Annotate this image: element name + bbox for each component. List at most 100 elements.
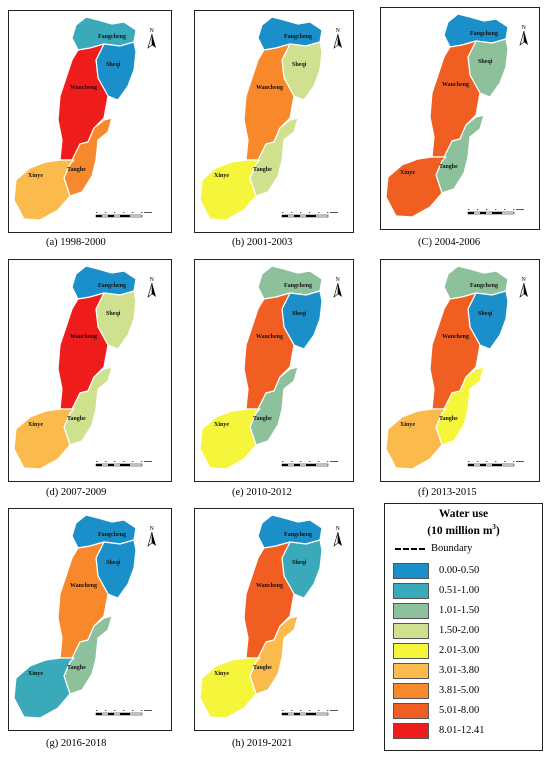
north-arrow-icon: N <box>333 526 342 547</box>
region-label-fangcheng: Fangcheng <box>284 283 312 289</box>
region-xinye <box>13 408 75 470</box>
legend-item: 5.01-8.00 <box>393 702 479 719</box>
caption-b: (b) 2001-2003 <box>232 237 293 248</box>
north-label: N <box>522 25 527 31</box>
map-a: Fangcheng Sheqi Wancheng Tanghe Xinye N <box>13 16 156 221</box>
region-label-xinye: Xinye <box>28 173 43 179</box>
region-xinye <box>199 408 261 470</box>
legend-title-line1: Water use <box>438 508 489 520</box>
caption-a: (a) 1998-2000 <box>46 237 106 248</box>
region-label-wancheng: Wancheng <box>70 334 97 340</box>
legend-item-label: 0.51-1.00 <box>439 585 480 596</box>
region-label-xinye: Xinye <box>214 173 229 179</box>
legend-unit-text: (10 million m <box>427 524 493 537</box>
region-label-tanghe: Tanghe <box>439 164 458 170</box>
region-label-fangcheng: Fangcheng <box>470 283 498 289</box>
north-label: N <box>336 277 341 283</box>
legend-swatch <box>393 702 429 719</box>
legend-boundary-row: Boundary <box>393 540 472 557</box>
region-label-sheqi: Sheqi <box>106 311 121 317</box>
region-label-wancheng: Wancheng <box>442 334 469 340</box>
region-xinye <box>199 159 261 221</box>
region-label-sheqi: Sheqi <box>106 62 121 68</box>
legend-item: 0.51-1.00 <box>393 582 479 599</box>
scale-bar <box>95 461 152 467</box>
region-label-fangcheng: Fangcheng <box>284 532 312 538</box>
north-arrow-icon: N <box>519 25 528 46</box>
caption-e: (e) 2010-2012 <box>232 487 292 498</box>
legend-item-label: 3.81-5.00 <box>439 685 480 696</box>
legend-swatch <box>393 662 429 679</box>
region-label-fangcheng: Fangcheng <box>98 283 126 289</box>
region-xinye <box>385 408 447 470</box>
region-label-tanghe: Tanghe <box>253 416 272 422</box>
map-b: Fangcheng Sheqi Wancheng Tanghe Xinye N <box>199 16 342 221</box>
region-label-wancheng: Wancheng <box>442 82 469 88</box>
region-label-xinye: Xinye <box>214 422 229 428</box>
region-label-wancheng: Wancheng <box>256 334 283 340</box>
legend-item: 8.01-12.41 <box>393 722 485 739</box>
north-label: N <box>150 526 155 532</box>
region-label-fangcheng: Fangcheng <box>98 532 126 538</box>
region-xinye <box>385 156 447 218</box>
boundary-line-icon <box>395 547 425 550</box>
region-xinye <box>199 657 261 719</box>
region-label-tanghe: Tanghe <box>67 665 86 671</box>
north-arrow-icon: N <box>333 28 342 49</box>
legend-item: 1.50-2.00 <box>393 622 479 639</box>
region-label-xinye: Xinye <box>28 422 43 428</box>
legend-item: 2.01-3.00 <box>393 642 479 659</box>
region-label-xinye: Xinye <box>28 671 43 677</box>
region-label-xinye: Xinye <box>400 170 415 176</box>
region-xinye <box>13 657 75 719</box>
legend-swatch <box>393 622 429 639</box>
scale-bar <box>281 461 338 467</box>
north-arrow-icon: N <box>147 526 156 547</box>
north-label: N <box>336 526 341 532</box>
legend-swatch <box>393 602 429 619</box>
region-label-xinye: Xinye <box>214 671 229 677</box>
legend-item: 3.01-3.80 <box>393 662 479 679</box>
map-g: Fangcheng Sheqi Wancheng Tanghe Xinye N <box>13 514 156 719</box>
region-label-sheqi: Sheqi <box>292 62 307 68</box>
legend: Water use (10 million m3) Boundary 0.00-… <box>384 503 543 751</box>
legend-item: 0.00-0.50 <box>393 562 479 579</box>
legend-item: 1.01-1.50 <box>393 602 479 619</box>
scale-bar <box>467 209 524 215</box>
region-label-tanghe: Tanghe <box>439 416 458 422</box>
legend-title-line2: (10 million m3) <box>385 523 542 537</box>
legend-boundary-label: Boundary <box>431 543 473 554</box>
map-d: Fangcheng Sheqi Wancheng Tanghe Xinye N <box>13 265 156 470</box>
legend-swatch <box>393 562 429 579</box>
region-label-wancheng: Wancheng <box>70 583 97 589</box>
region-label-wancheng: Wancheng <box>256 85 283 91</box>
region-label-tanghe: Tanghe <box>253 167 272 173</box>
north-arrow-icon: N <box>147 28 156 49</box>
legend-swatch <box>393 582 429 599</box>
region-label-wancheng: Wancheng <box>256 583 283 589</box>
legend-item-label: 0.00-0.50 <box>439 565 480 576</box>
legend-item: 3.81-5.00 <box>393 682 479 699</box>
legend-swatch <box>393 682 429 699</box>
scale-bar <box>281 212 338 218</box>
legend-swatch <box>393 722 429 739</box>
caption-d: (d) 2007-2009 <box>46 487 107 498</box>
legend-item-label: 3.01-3.80 <box>439 665 480 676</box>
north-label: N <box>150 28 155 34</box>
map-e: Fangcheng Sheqi Wancheng Tanghe Xinye N <box>199 265 342 470</box>
map-h: Fangcheng Sheqi Wancheng Tanghe Xinye N <box>199 514 342 719</box>
region-label-sheqi: Sheqi <box>292 560 307 566</box>
north-arrow-icon: N <box>519 277 528 298</box>
north-arrow-icon: N <box>147 277 156 298</box>
scale-bar <box>467 461 524 467</box>
legend-item-label: 5.01-8.00 <box>439 705 480 716</box>
legend-swatch <box>393 642 429 659</box>
legend-item-label: 2.01-3.00 <box>439 645 480 656</box>
caption-h: (h) 2019-2021 <box>232 738 293 749</box>
region-xinye <box>13 159 75 221</box>
north-label: N <box>150 277 155 283</box>
region-label-sheqi: Sheqi <box>478 311 493 317</box>
region-label-sheqi: Sheqi <box>478 59 493 65</box>
caption-c: (C) 2004-2006 <box>418 237 481 248</box>
